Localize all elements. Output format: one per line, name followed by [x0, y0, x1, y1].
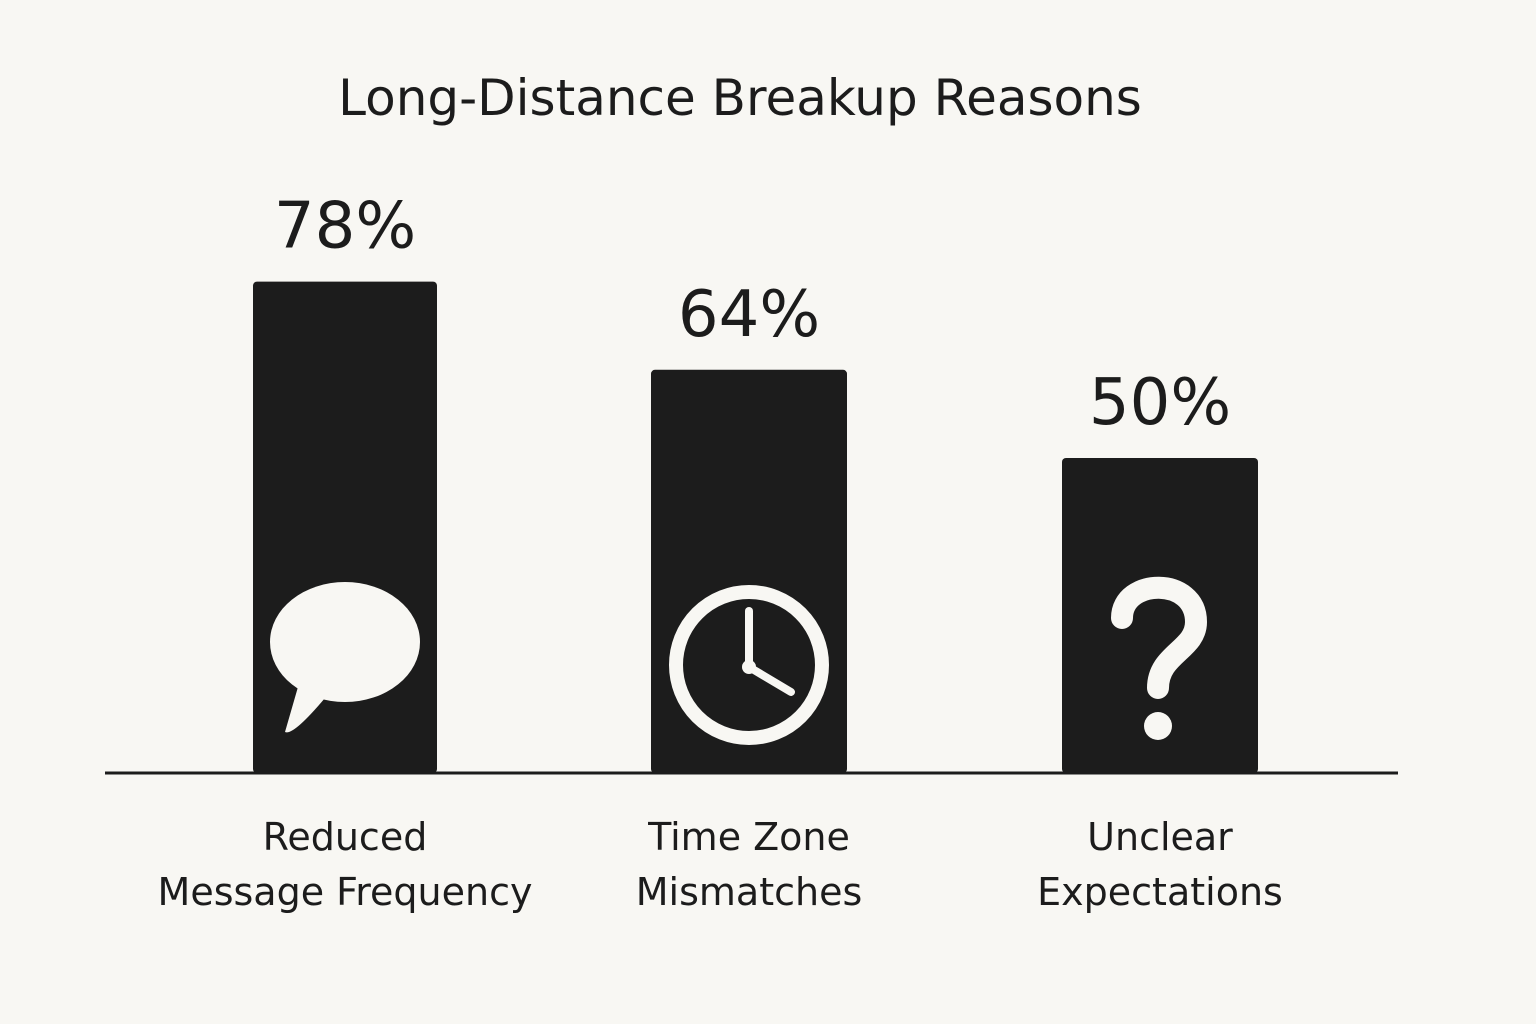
bar-3 — [1062, 458, 1258, 773]
question-mark-icon — [1111, 576, 1208, 740]
bar-2 — [651, 369, 847, 773]
category-label-line: Expectations — [1037, 870, 1283, 914]
labels-layer: 78% Reduced Message Frequency 64% Time Zone M… — [158, 190, 1283, 914]
chart-title: Long-Distance Breakup Reasons — [338, 69, 1142, 127]
category-label-line: Message Frequency — [158, 870, 533, 914]
clock-icon — [669, 585, 829, 745]
category-label-line: Reduced — [263, 815, 428, 859]
category-label-line: Mismatches — [636, 870, 863, 914]
bar-value-label: 64% — [678, 278, 820, 352]
bars-layer — [253, 281, 1258, 773]
bar-value-label: 50% — [1089, 366, 1231, 440]
category-label-line: Time Zone — [647, 815, 850, 859]
category-label-line: Unclear — [1087, 815, 1233, 859]
bar-value-label: 78% — [274, 190, 416, 264]
speech-bubble-icon — [270, 582, 420, 733]
